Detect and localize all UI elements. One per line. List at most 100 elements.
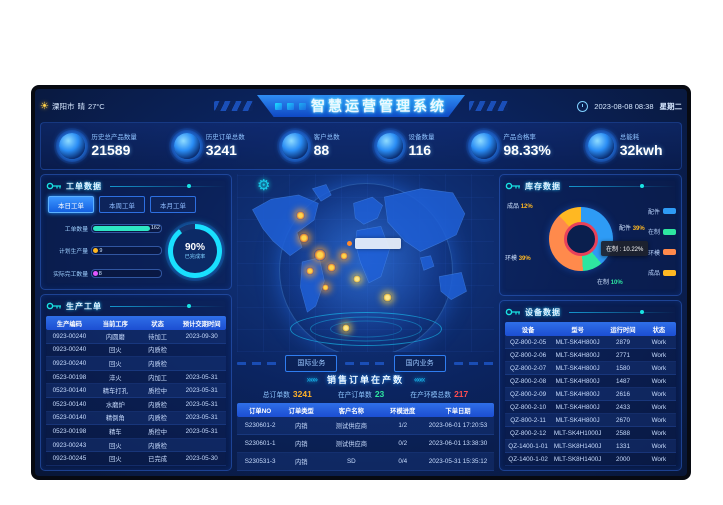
cell-status: Work <box>651 455 667 463</box>
table-row: S230531-3 内销 SD 0/4 2023-05-31 15:35:12 <box>237 453 494 471</box>
cell-order-date: 2023-06-01 17:20:53 <box>428 422 488 429</box>
work-order-tab[interactable]: 本月工单 <box>150 196 196 213</box>
kpi-item: 设备数量 116 <box>376 133 435 159</box>
work-order-tab[interactable]: 本日工单 <box>48 196 94 213</box>
map-marker <box>321 284 329 292</box>
cell-customer: SD <box>346 458 356 465</box>
page-title: 智慧运营管理系统 <box>311 98 447 114</box>
sales-orders-title: 销售订单在产数 <box>326 375 404 385</box>
legend-label: 成品 <box>647 271 660 278</box>
donut-callout: 配件 39% <box>619 226 645 232</box>
kpi-orb-icon <box>587 133 614 159</box>
bar-value: 162 <box>150 225 160 232</box>
donut-callout: 在制 10% <box>597 280 623 286</box>
column-header: 环模进度 <box>390 407 416 415</box>
cell-status: Work <box>651 364 667 372</box>
donut-callout: 成品 12% <box>507 204 533 210</box>
cell-order-no: S230601-1 <box>244 440 276 447</box>
stat-value: 3241 <box>292 388 312 399</box>
cell-production-code: 0523-00198 <box>52 427 87 435</box>
cell-current-process: 精车打孔 <box>102 388 128 396</box>
cell-status: Work <box>651 338 667 346</box>
tab-domestic-business[interactable]: 国内业务 <box>393 354 446 372</box>
cell-production-code: 0523-00198 <box>52 373 87 381</box>
world-map: ⚙ <box>237 174 494 352</box>
bar-fill <box>93 271 98 277</box>
column-header: 下单日期 <box>445 407 471 415</box>
cell-order-date: 2023-05-31 15:35:12 <box>428 458 488 465</box>
panel-key-icon <box>46 302 61 310</box>
cell-model: MLT-SK4H800J <box>555 403 600 411</box>
cell-runtime: 1331 <box>615 442 630 450</box>
bar-label: 计划生产量 <box>59 249 88 256</box>
progress-bar-row: 工单数量 162 <box>46 223 162 233</box>
map-marker <box>339 252 348 261</box>
cell-device-id: QZ-800-2-11 <box>510 416 546 424</box>
legend-label: 配件 <box>647 209 660 216</box>
column-header: 型号 <box>571 326 584 334</box>
inventory-donut-chart: 成品 12% 配件 39% 环模 39% 在制 10% 在制 : 10.22% <box>505 193 649 291</box>
kpi-value: 3241 <box>205 141 237 158</box>
cell-status: 内质检 <box>148 360 168 368</box>
cell-status: Work <box>651 377 667 385</box>
arrows-right-icon: »»» <box>306 375 318 384</box>
kpi-orb-icon <box>59 133 86 159</box>
cell-production-code: 0923-00240 <box>52 359 87 367</box>
cell-status: 待加工 <box>148 333 168 341</box>
tab-international-business[interactable]: 国际业务 <box>285 354 338 372</box>
gauge-label: 已完成率 <box>184 253 206 260</box>
production-orders-panel: 生产工单 生产编码 当前工序 状态 预计交期时间 0923-00240 内圆磨 待加 <box>40 294 232 471</box>
table-row: 0523-00140 精车打孔 质检中 2023-05-31 <box>46 384 226 398</box>
cell-customer: 测试供应商 <box>335 441 368 448</box>
cell-progress: 0/4 <box>398 458 408 465</box>
panel-title: 设备数据 <box>525 307 561 317</box>
cell-model: MLT-SK4H800J <box>555 351 600 359</box>
bar-fill <box>93 248 99 254</box>
kpi-value: 88 <box>313 141 330 158</box>
kpi-label: 设备数量 <box>408 134 435 142</box>
cell-model: MLT-SK4H800J <box>555 364 600 372</box>
stat-label: 在产环模总数 <box>410 391 452 399</box>
current-date: 2023-08-08 08:38 <box>594 101 654 111</box>
cell-device-id: QZ-800-2-06 <box>510 351 547 359</box>
clock-icon <box>577 100 589 112</box>
cell-due-date: 2023-05-31 <box>185 427 218 435</box>
table-row: QZ-1400-1-02 MLT-SK8H1400J 2000 Work <box>505 453 676 466</box>
map-tooltip <box>347 238 402 250</box>
column-header: 状态 <box>652 326 666 334</box>
table-row: QZ-800-2-09 MLT-SK4H800J 2616 Work <box>505 388 676 401</box>
kpi-value: 21589 <box>91 141 131 158</box>
table-row: QZ-800-2-10 MLT-SK4H800J 2433 Work <box>505 401 676 414</box>
map-marker <box>326 263 336 272</box>
column-header: 生产编码 <box>56 320 82 328</box>
legend-item: 成品 <box>638 268 676 277</box>
table-row: 0923-00245 回火 已完成 2023-05-30 <box>46 452 226 466</box>
cell-current-process: 精车 <box>109 428 122 436</box>
cell-due-date: 2023-09-30 <box>185 332 218 340</box>
work-order-tab[interactable]: 本周工单 <box>99 196 145 213</box>
kpi-label: 历史订单总数 <box>205 134 245 142</box>
cell-status: 已完成 <box>148 456 168 464</box>
panel-title: 生产工单 <box>66 301 102 311</box>
bar-value: 9 <box>99 247 103 254</box>
header-bar: ☀ 溧阳市 晴 27°C 智慧运营管理系统 2023-08-08 08:38 星… <box>40 94 682 118</box>
legend-item: 配件 <box>638 207 676 216</box>
gauge-value: 90% <box>184 241 205 253</box>
panel-key-icon <box>505 182 520 190</box>
table-row: 0923-00243 回火 内质检 <box>46 438 226 453</box>
cell-runtime: 2616 <box>615 390 630 398</box>
datetime-widget: 2023-08-08 08:38 星期二 <box>512 100 682 112</box>
table-row: 0523-00140 精倒角 内质检 2023-05-31 <box>46 411 226 426</box>
cell-status: 内加工 <box>148 374 168 382</box>
legend-swatch <box>663 228 676 235</box>
cell-status: 质检中 <box>148 388 168 396</box>
bar-label: 工单数量 <box>64 226 88 233</box>
business-tabs-row: 国际业务 国内业务 <box>237 354 494 372</box>
cell-status: 内质检 <box>148 415 168 423</box>
bar-label: 实际完工数量 <box>53 272 88 279</box>
legend-label: 在制 <box>647 230 660 237</box>
cell-status: Work <box>651 351 667 359</box>
work-orders-panel: 工单数据 本日工单 本周工单 本月工单 <box>40 174 232 290</box>
sales-stats-row: 总订单数 3241 在产订单数 23 在产环模总数 217 <box>237 387 494 400</box>
table-header: 订单NO 订单类型 客户名称 环模进度 下单日期 <box>237 403 494 417</box>
